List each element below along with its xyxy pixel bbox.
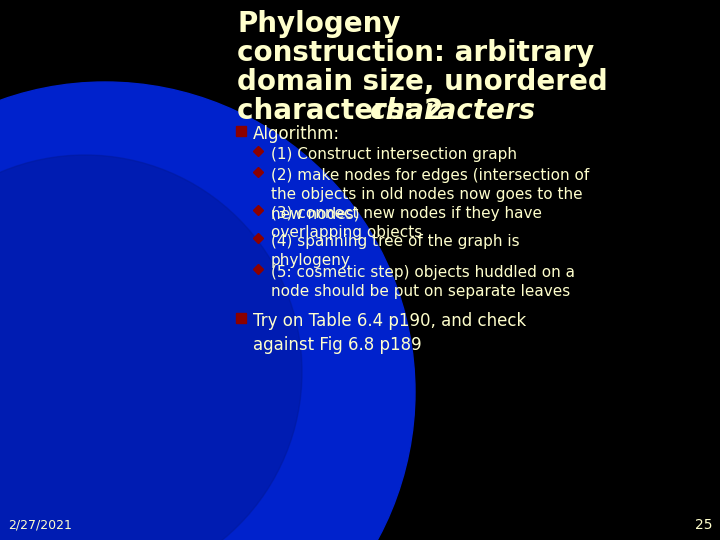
Circle shape xyxy=(0,155,302,540)
Text: construction: arbitrary: construction: arbitrary xyxy=(237,39,594,67)
Text: (4) spanning tree of the graph is
phylogeny: (4) spanning tree of the graph is phylog… xyxy=(271,234,520,268)
Text: (1) Construct intersection graph: (1) Construct intersection graph xyxy=(271,147,517,162)
Text: characters: characters xyxy=(370,97,536,125)
Text: domain size, unordered: domain size, unordered xyxy=(237,68,608,96)
Text: (2) make nodes for edges (intersection of
the objects in old nodes now goes to t: (2) make nodes for edges (intersection o… xyxy=(271,168,589,221)
Text: characters: 2: characters: 2 xyxy=(237,97,453,125)
Text: (5: cosmetic step) objects huddled on a
node should be put on separate leaves: (5: cosmetic step) objects huddled on a … xyxy=(271,265,575,299)
Text: Try on Table 6.4 p190, and check
against Fig 6.8 p189: Try on Table 6.4 p190, and check against… xyxy=(253,312,526,354)
Text: Algorithm:: Algorithm: xyxy=(253,125,340,143)
Text: 2/27/2021: 2/27/2021 xyxy=(8,519,72,532)
Circle shape xyxy=(0,82,415,540)
Text: (3) connect new nodes if they have
overlapping objects: (3) connect new nodes if they have overl… xyxy=(271,206,542,240)
Text: Phylogeny: Phylogeny xyxy=(237,10,400,38)
Text: 25: 25 xyxy=(695,518,712,532)
